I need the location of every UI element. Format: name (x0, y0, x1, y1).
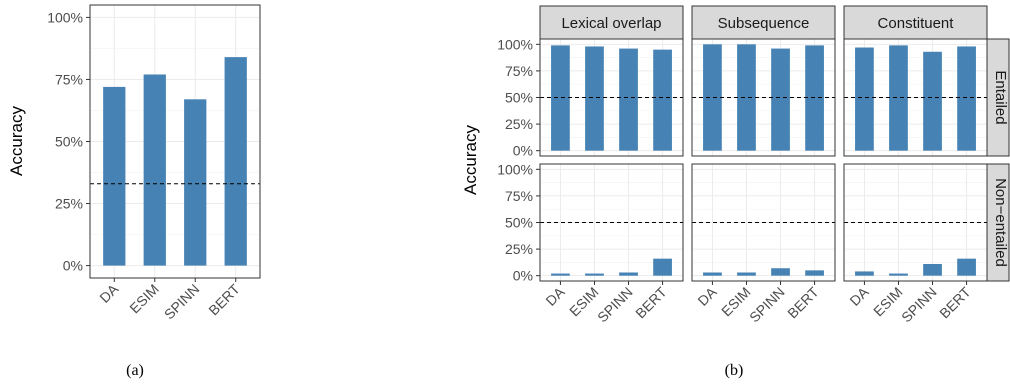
y-tick-label-2: 50% (505, 90, 533, 106)
bar-esim (737, 272, 756, 276)
x-tick-label-da: DA (694, 283, 720, 309)
bar-da (551, 273, 570, 276)
x-tick-label-bert: BERT (784, 283, 822, 321)
bar-bert (805, 45, 824, 151)
y-tick-label-1: 25% (505, 241, 533, 257)
bar-da (855, 271, 874, 276)
column-strip-label-2: Constituent (878, 15, 955, 32)
x-tick-label-bert: BERT (632, 283, 670, 321)
row-strip-label-1: Non−entailed (992, 178, 1009, 267)
panel-border (691, 163, 836, 282)
y-tick-label-1: 25% (55, 196, 83, 212)
chart-b: Lexical overlap Subsequence Constituent Ent… (461, 5, 1010, 326)
bar-spinn (923, 51, 942, 151)
y-tick-label-2: 50% (505, 215, 533, 231)
x-tick-label-da: DA (96, 280, 122, 306)
bar-spinn (771, 268, 790, 276)
y-tick-label-4: 100% (497, 161, 533, 177)
x-tick-label-spinn: SPINN (746, 284, 788, 326)
panel-border (691, 38, 836, 157)
column-strip-1 (691, 5, 836, 40)
x-tick-label-da: DA (846, 283, 872, 309)
bar-da (551, 45, 570, 151)
panel-border (843, 163, 988, 282)
bar-da (703, 44, 722, 151)
x-tick-label-bert: BERT (205, 280, 243, 318)
y-tick-label-2: 50% (55, 134, 83, 150)
x-tick-label-esim: ESIM (126, 281, 162, 317)
panel-border (539, 38, 684, 157)
row-strip-label-0: Entailed (992, 70, 1009, 124)
bar-da (103, 86, 126, 266)
column-strip-label-0: Lexical overlap (561, 15, 661, 32)
column-strip-label-1: Subsequence (718, 15, 810, 32)
bar-da (703, 272, 722, 276)
panel-border (89, 4, 261, 279)
bar-spinn (619, 48, 638, 151)
bar-bert (805, 270, 824, 276)
caption-b: (b) (725, 362, 744, 379)
bar-esim (143, 74, 166, 266)
bar-bert (653, 258, 672, 276)
bar-esim (585, 46, 604, 151)
panel-b-0: 0% 25% 50% 75% 100% (497, 36, 684, 159)
y-tick-label-4: 100% (47, 9, 83, 25)
bar-spinn (184, 99, 207, 266)
bar-spinn (771, 48, 790, 151)
bar-esim (737, 44, 756, 151)
y-tick-label-1: 25% (505, 116, 533, 132)
x-tick-label-spinn: SPINN (594, 284, 636, 326)
bar-esim (889, 45, 908, 151)
bar-spinn (923, 263, 942, 276)
column-strip-2 (843, 5, 988, 40)
x-tick-label-spinn: SPINN (161, 281, 203, 323)
x-tick-label-da: DA (542, 283, 568, 309)
bar-bert (957, 46, 976, 151)
bar-esim (889, 273, 908, 276)
bar-esim (585, 273, 604, 276)
bar-spinn (619, 272, 638, 276)
panel-b-1 (691, 38, 836, 157)
x-tick-label-spinn: SPINN (898, 284, 940, 326)
bar-bert (224, 57, 247, 266)
bar-da (855, 47, 874, 151)
bar-bert (957, 258, 976, 276)
y-tick-label-4: 100% (497, 36, 533, 52)
panel-border (539, 163, 684, 282)
caption-a: (a) (126, 362, 144, 379)
y-axis-title: Accuracy (7, 106, 26, 176)
y-tick-label-3: 75% (505, 63, 533, 79)
panel-border (843, 38, 988, 157)
y-tick-label-0: 0% (513, 143, 533, 159)
bar-bert (653, 49, 672, 151)
y-tick-label-0: 0% (63, 258, 83, 274)
x-tick-label-bert: BERT (936, 283, 974, 321)
y-tick-label-3: 75% (505, 188, 533, 204)
y-axis-title: Accuracy (461, 125, 480, 195)
panel-b-2 (843, 38, 988, 157)
column-strip-0 (539, 5, 684, 40)
y-tick-label-3: 75% (55, 71, 83, 87)
y-tick-label-0: 0% (513, 268, 533, 284)
